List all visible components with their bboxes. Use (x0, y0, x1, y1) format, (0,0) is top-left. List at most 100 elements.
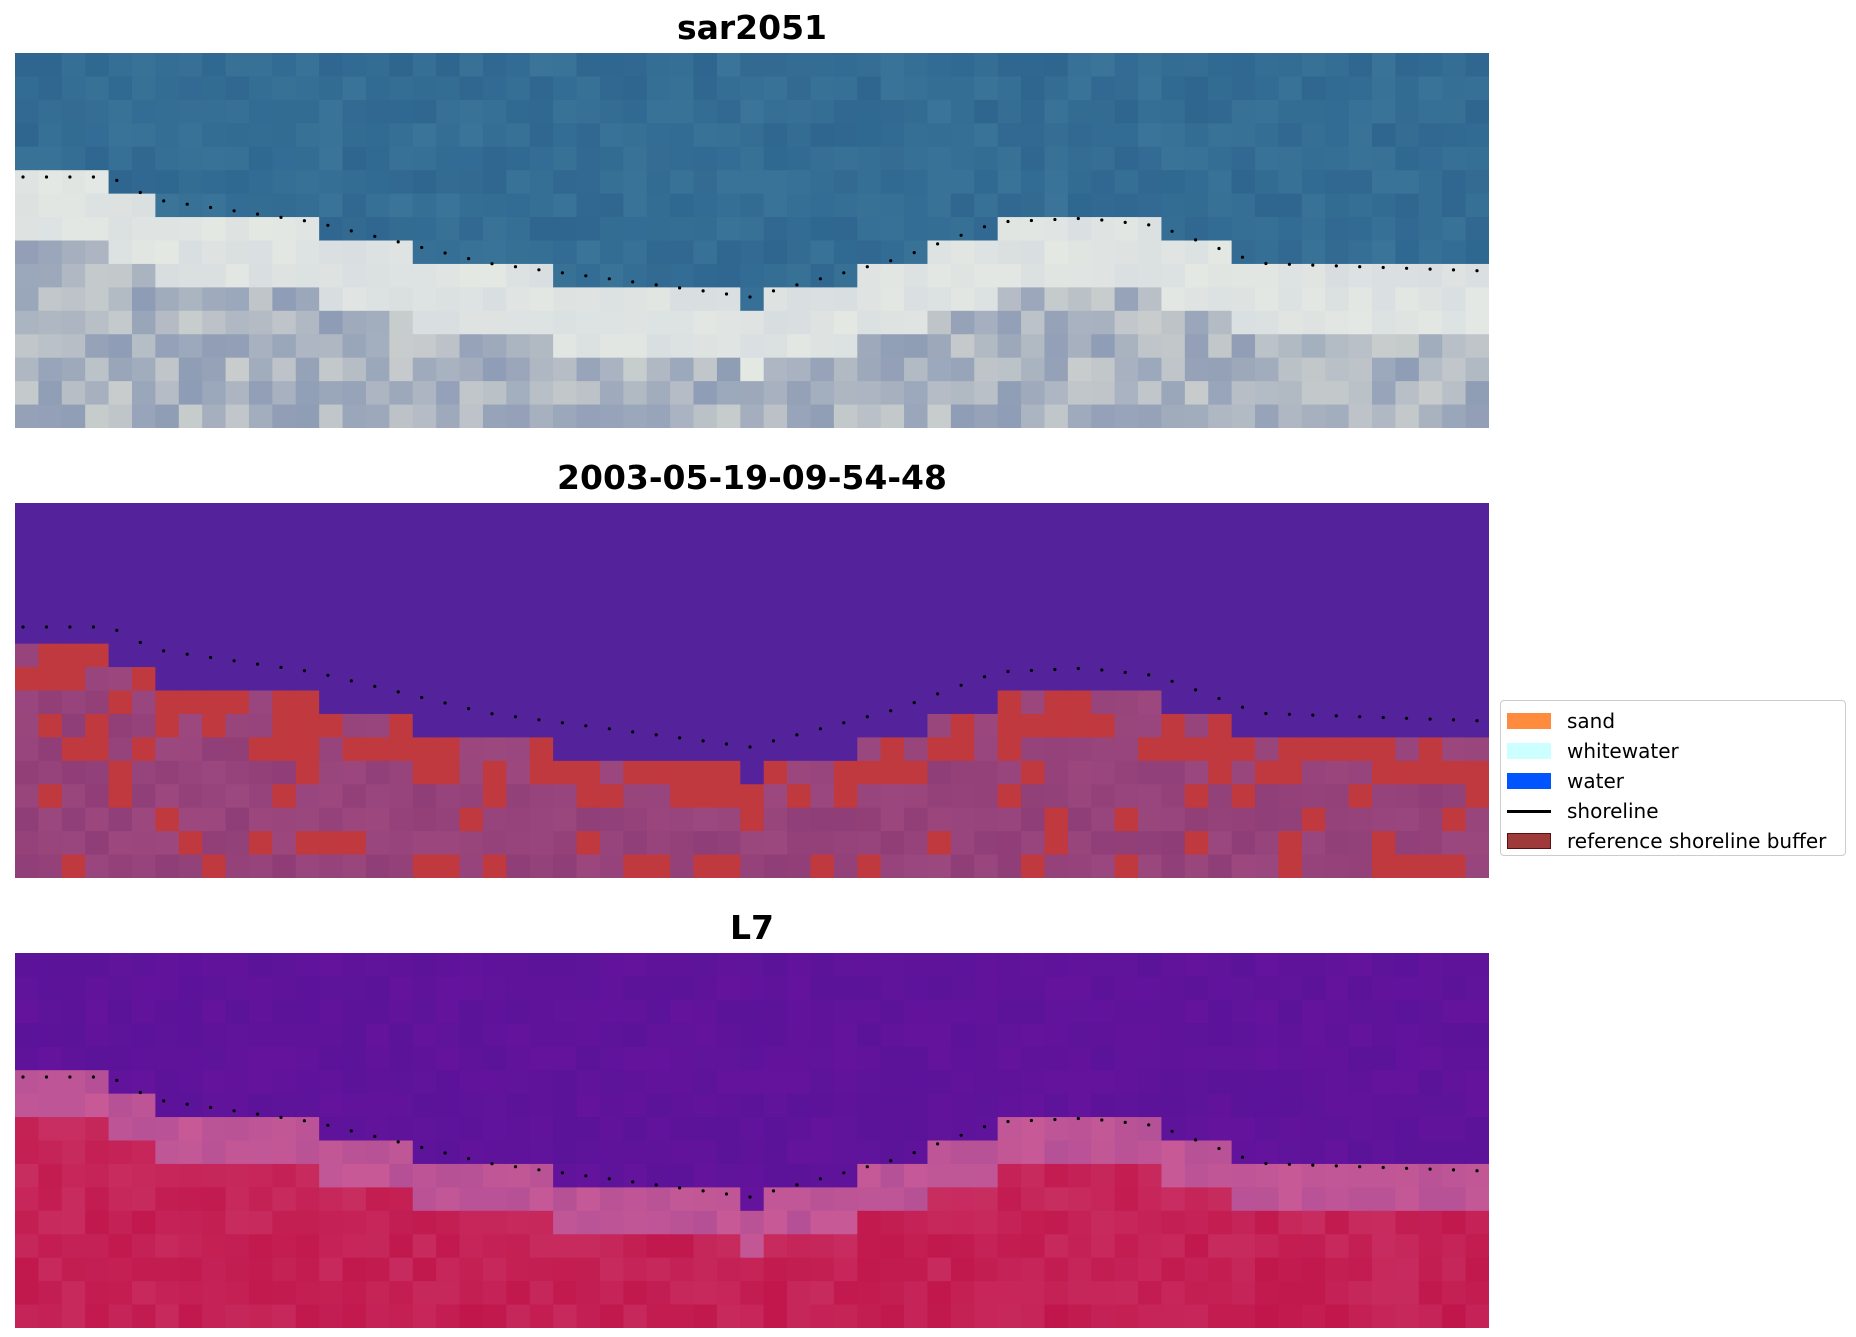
image-pixel (927, 53, 952, 78)
image-pixel (15, 953, 39, 978)
image-pixel (412, 549, 437, 574)
image-pixel (1231, 334, 1256, 359)
image-pixel (61, 760, 86, 785)
image-pixel (1301, 976, 1326, 1001)
image-pixel (1372, 1257, 1397, 1282)
image-pixel (997, 503, 1022, 528)
image-pixel (1021, 99, 1046, 124)
image-pixel (319, 381, 344, 406)
image-pixel (1138, 1281, 1163, 1306)
image-pixel (1021, 240, 1046, 265)
image-pixel (1231, 381, 1256, 406)
image-pixel (1325, 263, 1350, 288)
image-pixel (412, 643, 437, 668)
image-pixel (1372, 1117, 1397, 1142)
image-pixel (1184, 193, 1209, 218)
image-pixel (1255, 1281, 1280, 1306)
image-pixel (904, 620, 929, 645)
image-pixel (85, 1023, 110, 1048)
image-pixel (506, 1070, 531, 1095)
image-pixel (295, 807, 320, 832)
image-pixel (810, 573, 835, 598)
image-pixel (1255, 1140, 1280, 1165)
image-pixel (857, 1140, 882, 1165)
image-pixel (1067, 381, 1092, 406)
image-pixel (1325, 334, 1350, 359)
image-pixel (1208, 976, 1233, 1001)
image-pixel (85, 549, 110, 574)
image-pixel (155, 217, 180, 242)
image-pixel (810, 784, 835, 809)
image-pixel (646, 807, 671, 832)
image-pixel (1465, 123, 1489, 148)
image-pixel (740, 357, 765, 382)
image-pixel (131, 287, 156, 312)
image-pixel (482, 526, 507, 551)
image-pixel (1395, 643, 1420, 668)
image-pixel (1021, 760, 1046, 785)
shoreline-point (232, 209, 236, 213)
image-pixel (1255, 784, 1280, 809)
shoreline-point (1475, 1169, 1479, 1173)
image-pixel (1161, 263, 1186, 288)
image-pixel (178, 146, 203, 171)
image-pixel (670, 404, 695, 428)
image-pixel (412, 690, 437, 715)
image-pixel (1418, 99, 1443, 124)
image-pixel (1278, 1140, 1303, 1165)
image-pixel (1161, 123, 1186, 148)
shoreline-point (232, 1109, 236, 1113)
image-pixel (342, 123, 367, 148)
image-pixel (61, 1023, 86, 1048)
image-pixel (1208, 807, 1233, 832)
image-pixel (1208, 667, 1233, 692)
image-pixel (857, 1210, 882, 1235)
image-pixel (1044, 53, 1069, 78)
image-pixel (272, 1163, 297, 1188)
image-pixel (599, 620, 624, 645)
image-pixel (670, 287, 695, 312)
image-pixel (716, 1257, 741, 1282)
image-pixel (436, 690, 461, 715)
image-pixel (155, 1281, 180, 1306)
image-pixel (1021, 503, 1046, 528)
image-pixel (1348, 503, 1373, 528)
image-pixel (61, 976, 86, 1001)
image-pixel (904, 99, 929, 124)
image-pixel (833, 1117, 858, 1142)
legend-item-whitewater: whitewater (1507, 737, 1679, 765)
legend-label-reference-shoreline-buffer: reference shoreline buffer (1567, 829, 1827, 853)
image-pixel (202, 404, 227, 428)
image-pixel (599, 831, 624, 856)
image-pixel (319, 953, 344, 978)
image-pixel (716, 976, 741, 1001)
image-pixel (436, 99, 461, 124)
image-pixel (763, 1257, 788, 1282)
image-pixel (763, 76, 788, 101)
image-pixel (763, 1140, 788, 1165)
image-pixel (529, 381, 554, 406)
image-pixel (1161, 854, 1186, 878)
image-pixel (1418, 831, 1443, 856)
image-pixel (1418, 1304, 1443, 1328)
image-pixel (716, 170, 741, 195)
image-pixel (1067, 287, 1092, 312)
image-pixel (412, 193, 437, 218)
image-pixel (131, 953, 156, 978)
image-pixel (599, 240, 624, 265)
image-pixel (108, 123, 133, 148)
image-pixel (389, 737, 414, 762)
image-pixel (412, 1304, 437, 1328)
image-pixel (178, 217, 203, 242)
image-pixel (225, 99, 250, 124)
image-pixel (529, 76, 554, 101)
image-pixel (716, 1187, 741, 1212)
image-pixel (740, 99, 765, 124)
image-pixel (833, 643, 858, 668)
image-pixel (529, 667, 554, 692)
image-pixel (506, 831, 531, 856)
image-pixel (1161, 953, 1186, 978)
image-pixel (740, 240, 765, 265)
image-pixel (553, 643, 578, 668)
image-pixel (85, 643, 110, 668)
